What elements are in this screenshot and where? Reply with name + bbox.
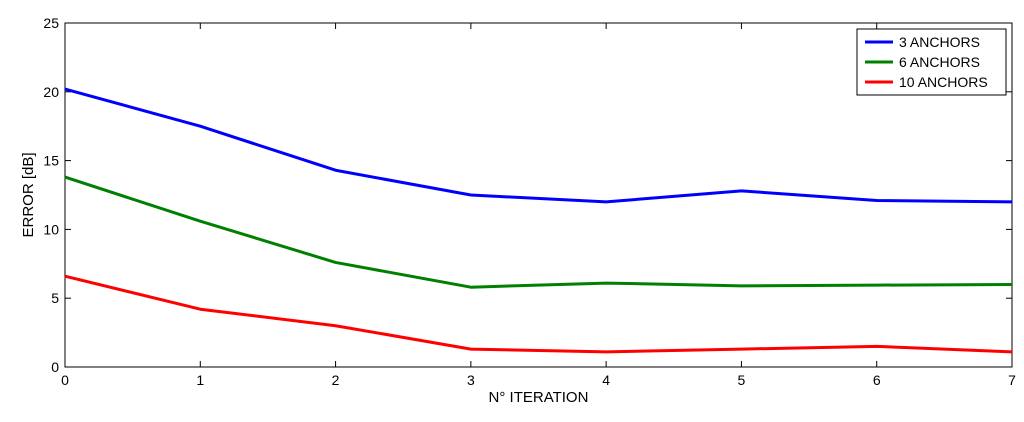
y-tick-label: 25 (43, 15, 59, 31)
x-tick-label: 2 (332, 372, 340, 388)
x-tick-label: 0 (61, 372, 69, 388)
y-tick-label: 10 (43, 221, 59, 237)
x-tick-label: 7 (1008, 372, 1016, 388)
y-axis-title: ERROR [dB] (20, 152, 37, 237)
x-tick-label: 4 (602, 372, 610, 388)
series-line-1 (64, 87, 1013, 204)
y-tick-label: 20 (43, 84, 59, 100)
x-tick-label: 3 (467, 372, 475, 388)
plot-area (64, 22, 1013, 368)
x-tick-label: 5 (738, 372, 746, 388)
x-axis: 0 1 2 3 4 5 6 7 (61, 23, 1016, 388)
series-line-2 (64, 175, 1013, 289)
y-tick-label: 15 (43, 153, 59, 169)
legend-label: 3 ANCHORS (899, 34, 980, 50)
legend-label: 6 ANCHORS (899, 54, 980, 70)
y-tick-label: 5 (51, 290, 59, 306)
y-axis: 0 5 10 15 20 25 (43, 15, 1012, 375)
y-tick-label: 0 (51, 359, 59, 375)
plot-frame (64, 22, 1013, 368)
legend: 3 ANCHORS 6 ANCHORS 10 ANCHORS (856, 28, 1007, 96)
x-tick-label: 6 (873, 372, 881, 388)
x-axis-title: N° ITERATION (489, 389, 589, 406)
x-tick-label: 1 (196, 372, 204, 388)
legend-label: 10 ANCHORS (899, 74, 988, 90)
series-group (64, 87, 1013, 354)
series-line-3 (64, 274, 1013, 354)
